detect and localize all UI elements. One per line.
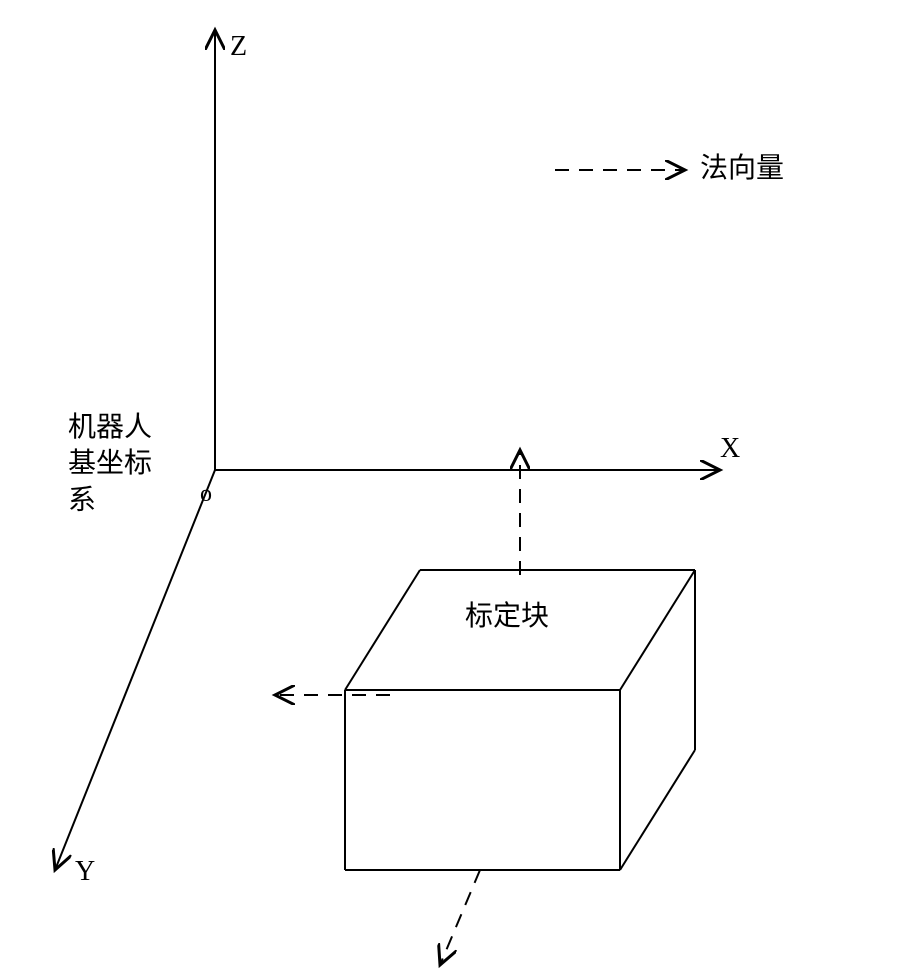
z-axis-label: Z <box>230 30 247 64</box>
coord-system-text: 机器人基坐标系 <box>68 412 152 516</box>
cube-top-left <box>345 570 420 690</box>
x-axis-label: X <box>720 432 740 466</box>
origin-label: o <box>200 480 212 509</box>
cube-top-right <box>620 570 695 690</box>
y-axis-label: Y <box>75 855 95 889</box>
normal-front-arrow <box>440 870 480 965</box>
normal-vector-label: 法向量 <box>700 152 784 186</box>
y-axis <box>55 470 215 870</box>
coord-system-label: 机器人基坐标系 <box>68 410 158 519</box>
calibration-block-label: 标定块 <box>465 600 549 634</box>
diagram-container: Z X Y o 机器人基坐标系 法向量 标定块 <box>0 0 913 976</box>
cube-right-bottom <box>620 750 695 870</box>
